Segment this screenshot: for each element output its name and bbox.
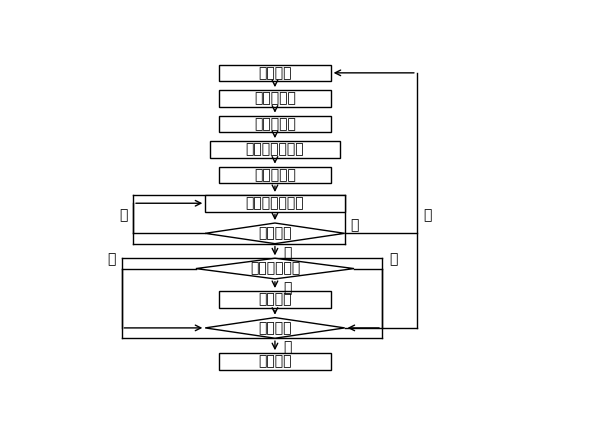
FancyBboxPatch shape xyxy=(219,166,331,183)
Text: 否: 否 xyxy=(119,208,128,223)
Text: 是否需要支护: 是否需要支护 xyxy=(250,262,300,276)
FancyBboxPatch shape xyxy=(210,141,340,158)
Text: 作业准备: 作业准备 xyxy=(258,66,292,80)
Polygon shape xyxy=(205,223,344,244)
Text: 是: 是 xyxy=(107,252,116,266)
Text: 钻孔、清孔: 钻孔、清孔 xyxy=(254,91,296,105)
Text: 是: 是 xyxy=(283,246,292,260)
FancyBboxPatch shape xyxy=(219,353,331,370)
Text: 否: 否 xyxy=(389,252,397,266)
FancyBboxPatch shape xyxy=(219,65,331,81)
Text: 是: 是 xyxy=(283,341,292,354)
Text: 是: 是 xyxy=(350,218,359,232)
Text: 出渣、欠挖处理: 出渣、欠挖处理 xyxy=(245,196,304,210)
FancyBboxPatch shape xyxy=(219,90,331,107)
Text: 衬砌施工: 衬砌施工 xyxy=(258,354,292,369)
FancyBboxPatch shape xyxy=(219,116,331,132)
Polygon shape xyxy=(196,258,354,279)
FancyBboxPatch shape xyxy=(205,195,345,211)
Text: 否: 否 xyxy=(424,208,432,222)
Text: 排烟、除险: 排烟、除险 xyxy=(254,168,296,182)
Text: 是否到位: 是否到位 xyxy=(258,226,292,241)
Text: 爆前准备、起爆: 爆前准备、起爆 xyxy=(245,143,304,156)
FancyBboxPatch shape xyxy=(219,291,331,308)
Text: 是: 是 xyxy=(283,281,292,295)
Text: 是否贯通: 是否贯通 xyxy=(258,321,292,335)
Text: 装药、连线: 装药、连线 xyxy=(254,117,296,131)
Text: 支护施工: 支护施工 xyxy=(258,292,292,306)
Polygon shape xyxy=(205,318,344,338)
